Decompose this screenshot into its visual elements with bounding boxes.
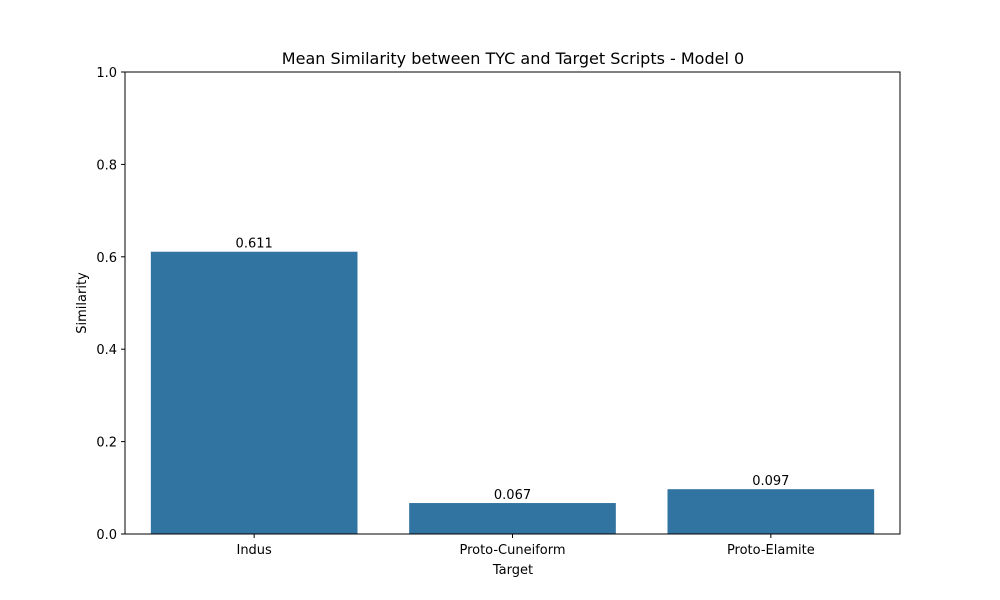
x-tick-label: Indus xyxy=(236,543,272,558)
data-label: 0.097 xyxy=(752,474,789,489)
y-tick-label: 0.6 xyxy=(96,251,117,266)
y-tick-label: 0.0 xyxy=(96,528,117,543)
y-tick-label: 0.8 xyxy=(96,158,117,173)
y-tick-label: 0.2 xyxy=(96,436,117,451)
x-tick-label: Proto-Cuneiform xyxy=(459,543,565,558)
bar-indus xyxy=(150,251,358,534)
bar-proto-elamite xyxy=(667,489,875,534)
data-labels-group: 0.611 0.067 0.097 xyxy=(236,237,790,503)
y-axis: 0.0 0.2 0.4 0.6 0.8 1.0 xyxy=(96,66,125,543)
x-axis: Indus Proto-Cuneiform Proto-Elamite xyxy=(236,534,815,558)
y-tick-label: 0.4 xyxy=(96,343,117,358)
bar-proto-cuneiform xyxy=(409,503,616,534)
data-label: 0.611 xyxy=(236,237,273,252)
data-label: 0.067 xyxy=(494,488,531,503)
x-tick-label: Proto-Elamite xyxy=(727,543,815,558)
x-axis-label: Target xyxy=(492,563,533,578)
chart-title: Mean Similarity between TYC and Target S… xyxy=(282,49,744,68)
bars-group xyxy=(150,251,875,534)
y-axis-label: Similarity xyxy=(75,272,90,334)
y-tick-label: 1.0 xyxy=(96,66,117,81)
